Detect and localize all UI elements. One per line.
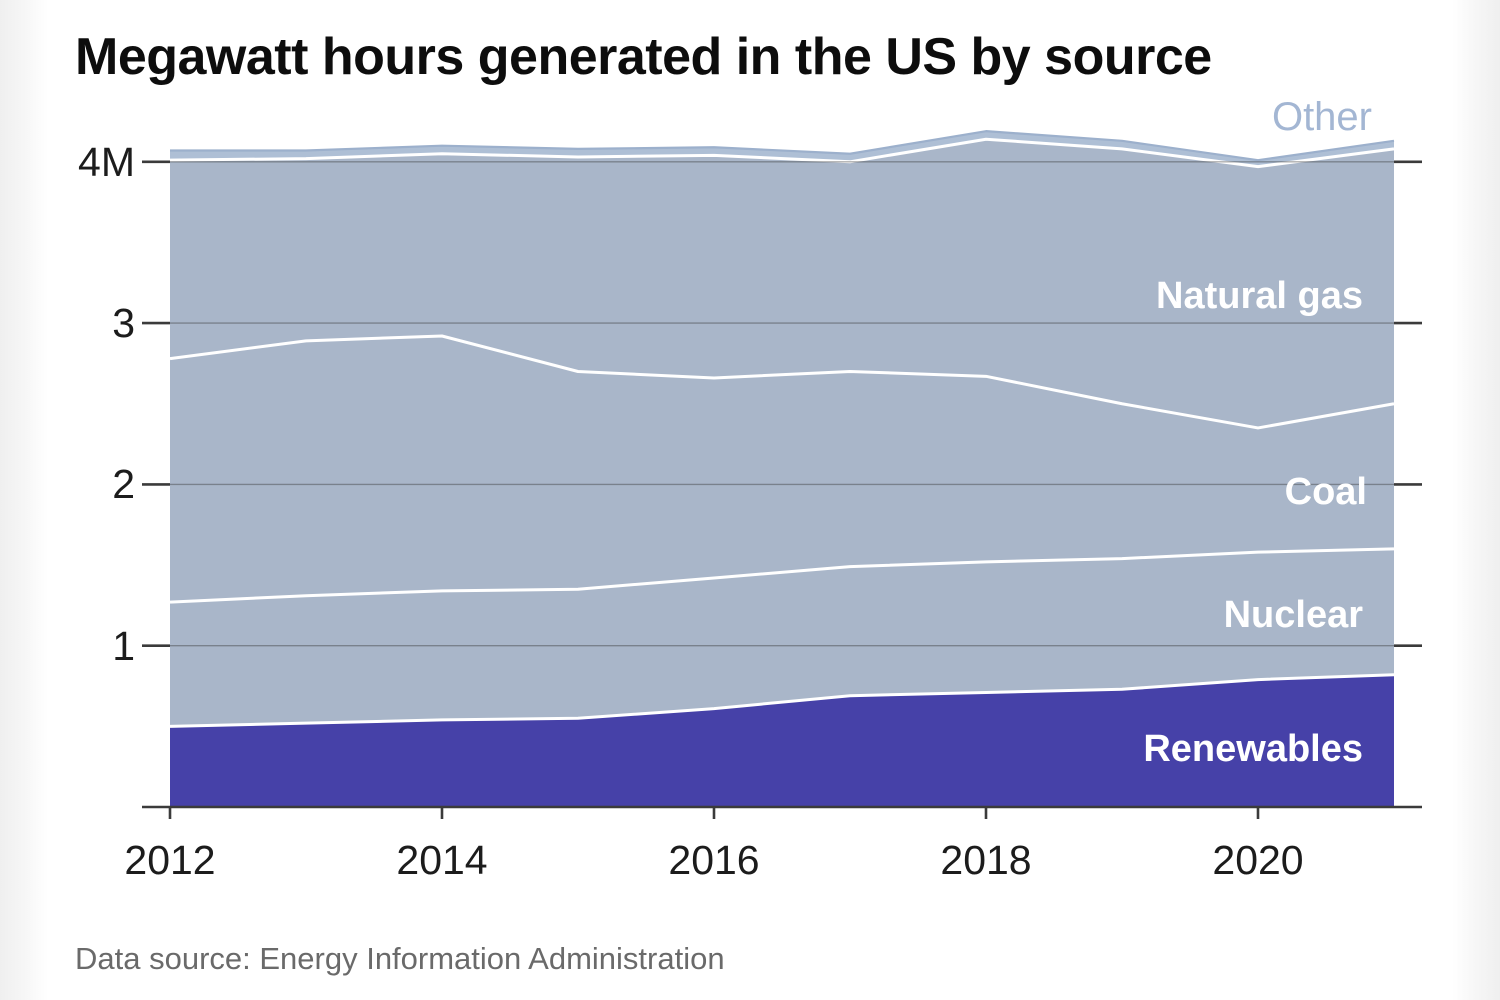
y-tick-label-4m: 4M <box>78 139 135 185</box>
area-coal <box>170 336 1394 603</box>
x-tick-label-2016: 2016 <box>668 837 760 883</box>
data-source-note: Data source: Energy Information Administ… <box>75 941 725 976</box>
x-tick-label-2014: 2014 <box>396 837 488 883</box>
separator-coal-top <box>169 334 1395 430</box>
area-natural-gas <box>170 139 1394 428</box>
area-nuclear <box>170 548 1394 727</box>
series-label-nuclear: Nuclear <box>1223 594 1363 636</box>
outline-total-top <box>170 130 1395 162</box>
x-tick-label-2020: 2020 <box>1212 837 1304 883</box>
series-label-coal: Coal <box>1284 471 1367 513</box>
area-renewables <box>170 674 1394 807</box>
separator-renewables-top <box>169 673 1395 728</box>
x-tick-label-2012: 2012 <box>124 837 216 883</box>
series-label-renewables: Renewables <box>1143 728 1363 770</box>
chart-title: Megawatt hours generated in the US by so… <box>75 28 1212 86</box>
separator-nuclear-top <box>169 547 1395 604</box>
y-tick-label-1: 1 <box>112 623 135 669</box>
series-label-other: Other <box>1271 95 1372 139</box>
y-tick-label-3: 3 <box>112 300 135 346</box>
area-other <box>170 131 1394 167</box>
page-edge-right <box>1452 0 1500 1000</box>
separator-natural-gas-top <box>169 137 1395 169</box>
x-tick-label-2018: 2018 <box>940 837 1032 883</box>
y-tick-label-2: 2 <box>112 461 135 507</box>
stacked-area-chart <box>142 130 1422 819</box>
series-label-natural-gas: Natural gas <box>1156 275 1363 317</box>
